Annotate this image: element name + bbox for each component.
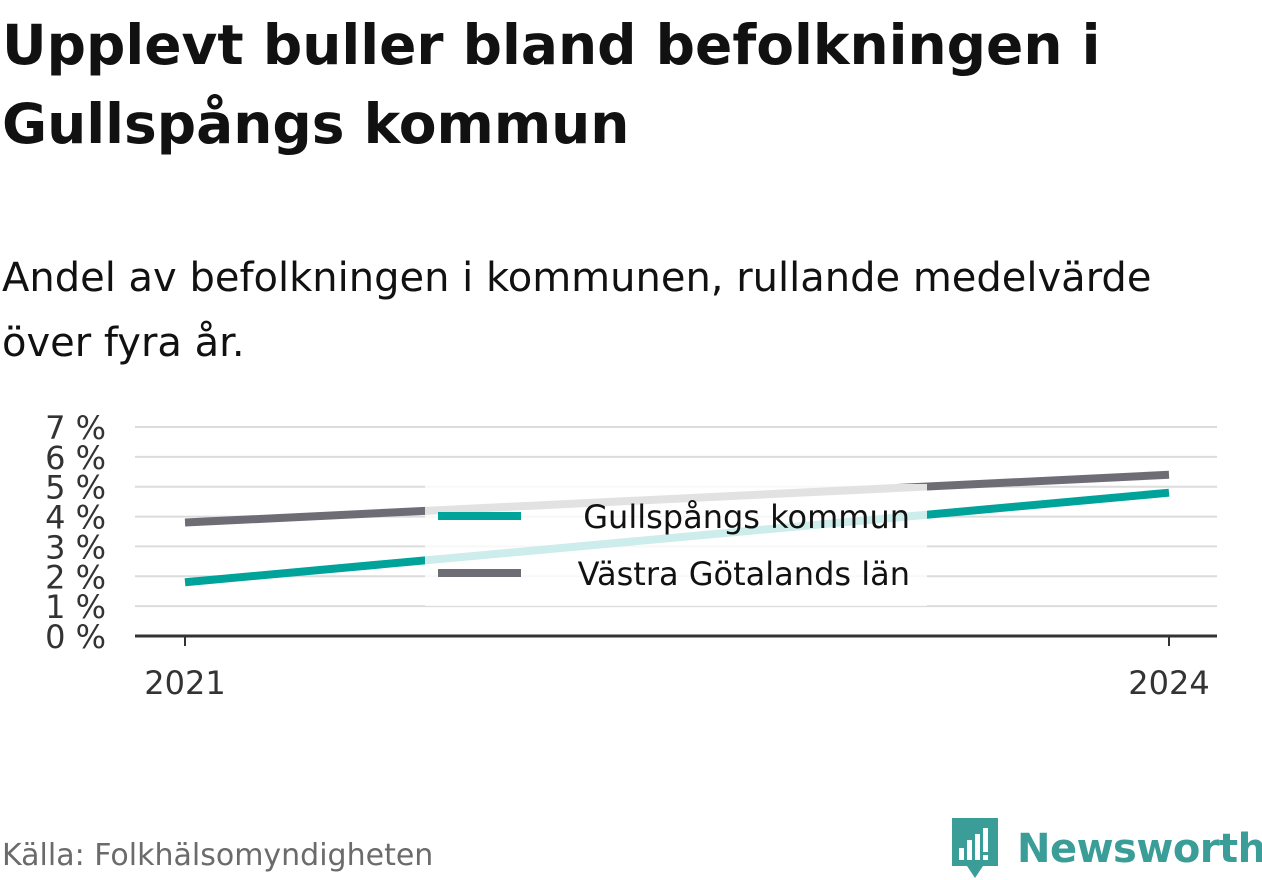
newsworthy-logo-icon bbox=[952, 818, 998, 878]
x-tick-label: 2021 bbox=[144, 664, 225, 702]
legend-label: Västra Götalands län bbox=[578, 555, 910, 593]
x-tick-label: 2024 bbox=[1128, 664, 1209, 702]
y-tick-label: 5 % bbox=[45, 469, 106, 507]
y-tick-label: 6 % bbox=[45, 439, 106, 477]
y-axis-ticks: 0 %1 %2 %3 %4 %5 %6 %7 % bbox=[45, 409, 106, 656]
chart-subtitle: Andel av befolkningen i kommunen, rullan… bbox=[2, 255, 1152, 366]
source-note: Källa: Folkhälsomyndigheten bbox=[2, 838, 434, 873]
line-chart: 0 %1 %2 %3 %4 %5 %6 %7 % 2021 2024 Gullsp… bbox=[45, 409, 1217, 702]
legend-label: Gullspångs kommun bbox=[583, 498, 910, 536]
chart-title: Upplevt buller bland befolkningen i Gull… bbox=[2, 13, 1101, 156]
y-tick-label: 1 % bbox=[45, 588, 106, 626]
legend-box bbox=[425, 484, 927, 606]
y-tick-label: 2 % bbox=[45, 558, 106, 596]
legend: Gullspångs kommun Västra Götalands län bbox=[425, 484, 927, 606]
brand-logo: Newsworthy bbox=[950, 818, 1262, 880]
y-tick-label: 0 % bbox=[45, 618, 106, 656]
y-tick-label: 4 % bbox=[45, 499, 106, 537]
y-tick-label: 3 % bbox=[45, 528, 106, 566]
x-axis: 2021 2024 bbox=[135, 634, 1217, 702]
y-tick-label: 7 % bbox=[45, 409, 106, 447]
brand-name: Newsworthy bbox=[1017, 826, 1262, 872]
